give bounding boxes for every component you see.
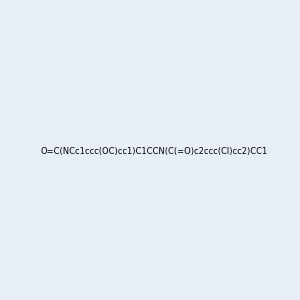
Text: O=C(NCc1ccc(OC)cc1)C1CCN(C(=O)c2ccc(Cl)cc2)CC1: O=C(NCc1ccc(OC)cc1)C1CCN(C(=O)c2ccc(Cl)c… <box>40 147 267 156</box>
